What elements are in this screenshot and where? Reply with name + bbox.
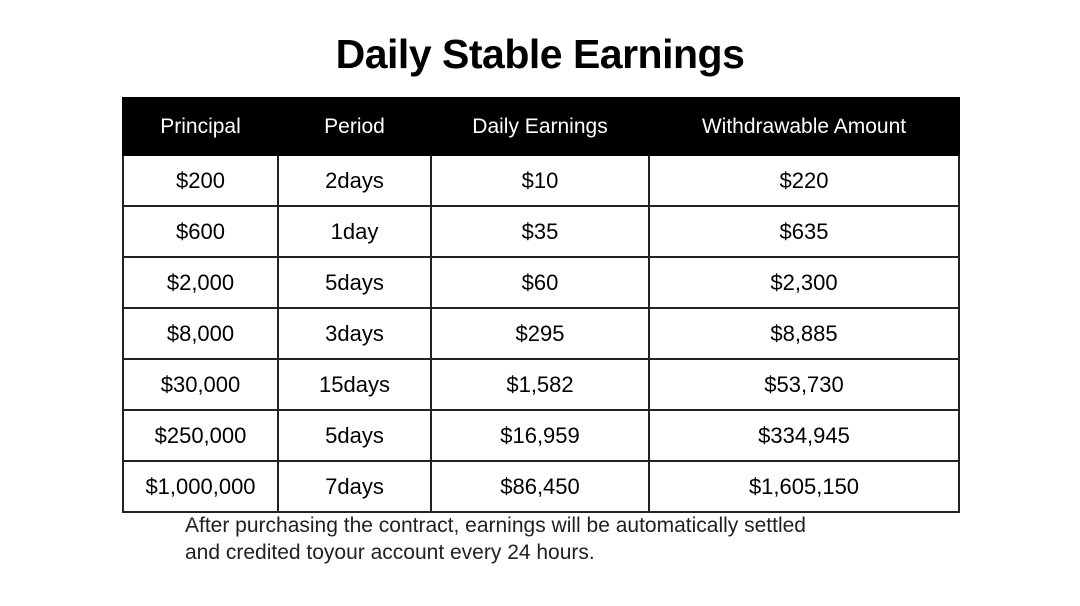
cell-daily-earnings: $35 <box>430 205 650 258</box>
cell-withdrawable-amount: $1,605,150 <box>648 460 960 513</box>
cell-withdrawable-amount: $8,885 <box>648 307 960 360</box>
cell-daily-earnings: $60 <box>430 256 650 309</box>
table-row: $1,000,000 7days $86,450 $1,605,150 <box>122 460 960 513</box>
table-header-row: Principal Period Daily Earnings Withdraw… <box>122 97 960 156</box>
cell-daily-earnings: $86,450 <box>430 460 650 513</box>
table-row: $600 1day $35 $635 <box>122 205 960 258</box>
header-cell-withdrawable-amount: Withdrawable Amount <box>648 97 960 156</box>
cell-withdrawable-amount: $635 <box>648 205 960 258</box>
cell-period: 5days <box>277 256 432 309</box>
cell-principal: $200 <box>122 154 279 207</box>
table-row: $200 2days $10 $220 <box>122 154 960 207</box>
table-row: $30,000 15days $1,582 $53,730 <box>122 358 960 411</box>
cell-daily-earnings: $16,959 <box>430 409 650 462</box>
cell-principal: $250,000 <box>122 409 279 462</box>
cell-principal: $2,000 <box>122 256 279 309</box>
cell-withdrawable-amount: $220 <box>648 154 960 207</box>
header-cell-principal: Principal <box>122 97 279 156</box>
table-row: $250,000 5days $16,959 $334,945 <box>122 409 960 462</box>
cell-withdrawable-amount: $334,945 <box>648 409 960 462</box>
cell-principal: $8,000 <box>122 307 279 360</box>
cell-principal: $600 <box>122 205 279 258</box>
cell-period: 7days <box>277 460 432 513</box>
footer-note: After purchasing the contract, earnings … <box>185 512 806 566</box>
cell-withdrawable-amount: $2,300 <box>648 256 960 309</box>
table-row: $8,000 3days $295 $8,885 <box>122 307 960 360</box>
table-row: $2,000 5days $60 $2,300 <box>122 256 960 309</box>
earnings-table: Principal Period Daily Earnings Withdraw… <box>122 97 960 513</box>
cell-period: 3days <box>277 307 432 360</box>
header-cell-period: Period <box>277 97 432 156</box>
page-title: Daily Stable Earnings <box>335 31 745 77</box>
cell-principal: $30,000 <box>122 358 279 411</box>
cell-daily-earnings: $295 <box>430 307 650 360</box>
footer-note-line1: After purchasing the contract, earnings … <box>185 514 806 537</box>
footer-note-line2: and credited toyour account every 24 hou… <box>185 541 595 564</box>
cell-withdrawable-amount: $53,730 <box>648 358 960 411</box>
cell-principal: $1,000,000 <box>122 460 279 513</box>
cell-daily-earnings: $10 <box>430 154 650 207</box>
cell-period: 2days <box>277 154 432 207</box>
cell-period: 15days <box>277 358 432 411</box>
cell-period: 1day <box>277 205 432 258</box>
cell-daily-earnings: $1,582 <box>430 358 650 411</box>
header-cell-daily-earnings: Daily Earnings <box>430 97 650 156</box>
cell-period: 5days <box>277 409 432 462</box>
